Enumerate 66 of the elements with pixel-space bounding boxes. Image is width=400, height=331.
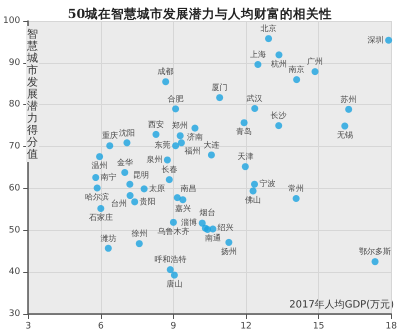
chart-title: 50城在智慧城市发展潜力与人均财富的相关性 [68, 6, 332, 21]
x-tick-label: 15 [312, 322, 324, 331]
annotation: 郑州 [172, 121, 188, 130]
annotation: 成都 [158, 67, 174, 76]
annotation: 杭州 [270, 59, 287, 68]
annotation: 武汉 [246, 94, 263, 103]
annotation: 佛山 [245, 195, 262, 204]
annotation: 北京 [260, 24, 277, 34]
annotation: 徐州 [131, 229, 148, 238]
annotation: 绍兴 [217, 223, 234, 232]
annotation: 苏州 [340, 94, 357, 104]
annotation: 扬州 [220, 246, 237, 256]
y-tick-label: 80 [8, 100, 20, 110]
annotation: 嘉兴 [174, 204, 191, 214]
annotation: 贵阳 [140, 196, 156, 206]
annotation: 天津 [237, 152, 254, 162]
annotation: 大连 [203, 140, 220, 150]
y-tick-label: 100 [2, 16, 20, 26]
y-tick-label: 50 [8, 225, 20, 236]
annotation: 呼和浩特 [154, 255, 186, 264]
annotation: 乌鲁木齐 [157, 226, 190, 236]
annotation: 上海 [250, 50, 266, 60]
x-tick-label: 3 [25, 322, 32, 331]
y-tick-label: 30 [8, 309, 20, 319]
annotation: 唐山 [166, 280, 182, 289]
annotation: 长沙 [270, 111, 287, 120]
annotation: 金华 [116, 158, 133, 168]
annotation: 太原 [149, 184, 166, 193]
annotation: 温州 [92, 161, 108, 170]
annotation: 常州 [288, 184, 304, 193]
annotation: 南京 [288, 65, 305, 74]
annotation: 石家庄 [88, 213, 113, 222]
annotation: 哈尔滨 [85, 192, 110, 202]
annotation: 沈阳 [118, 128, 135, 138]
annotation: 福州 [184, 146, 200, 156]
annotation: 广州 [307, 57, 324, 66]
y-tick-label: 60 [8, 183, 20, 194]
x-tick-label: 12 [240, 322, 252, 331]
annotation: 泉州 [146, 154, 162, 164]
x-tick-label: 6 [98, 322, 104, 331]
x-tick-label: 9 [170, 322, 177, 331]
annotation: 淄博 [181, 218, 198, 228]
annotation: 南通 [204, 234, 221, 243]
annotation: 昆明 [132, 170, 149, 180]
annotation: 厦门 [212, 83, 228, 92]
annotation: 长春 [161, 165, 178, 174]
y-tick-label: 90 [8, 58, 20, 68]
annotation: 重庆 [102, 131, 118, 140]
text: 智慧城市发展潜力得分值 [27, 28, 38, 160]
annotation: 无锡 [336, 130, 353, 140]
annotation: 济南 [186, 132, 203, 142]
annotation: 鄂尔多斯 [359, 247, 392, 256]
annotation: 潍坊 [100, 234, 116, 243]
annotation: 烟台 [200, 208, 216, 217]
annotation: 南宁 [100, 172, 117, 182]
annotation: 深圳 [368, 35, 384, 44]
y-tick-label: 40 [8, 267, 20, 278]
annotation: 合肥 [168, 94, 184, 104]
annotation: 西安 [148, 120, 164, 129]
annotation: 青岛 [236, 127, 252, 136]
annotation: 宁波 [260, 179, 276, 188]
annotation: 东莞 [154, 140, 171, 150]
y-tick-label: 70 [8, 142, 20, 152]
annotation: 台州 [111, 199, 128, 208]
annotation: 南昌 [180, 184, 196, 194]
x-tick-label: 18 [386, 322, 398, 331]
